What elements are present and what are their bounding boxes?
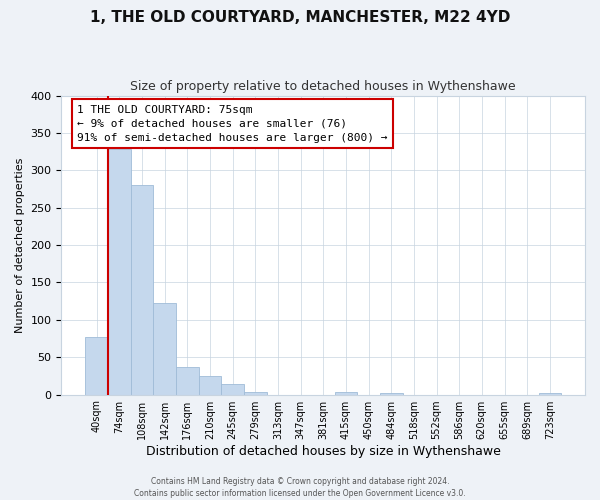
Bar bbox=[199, 376, 221, 394]
Bar bbox=[380, 393, 403, 394]
Text: 1, THE OLD COURTYARD, MANCHESTER, M22 4YD: 1, THE OLD COURTYARD, MANCHESTER, M22 4Y… bbox=[90, 10, 510, 25]
Bar bbox=[244, 392, 266, 394]
Bar bbox=[221, 384, 244, 394]
Y-axis label: Number of detached properties: Number of detached properties bbox=[15, 158, 25, 333]
Text: 1 THE OLD COURTYARD: 75sqm
← 9% of detached houses are smaller (76)
91% of semi-: 1 THE OLD COURTYARD: 75sqm ← 9% of detac… bbox=[77, 104, 388, 142]
Bar bbox=[335, 392, 357, 394]
Bar bbox=[539, 393, 561, 394]
Bar bbox=[131, 184, 153, 394]
X-axis label: Distribution of detached houses by size in Wythenshawe: Distribution of detached houses by size … bbox=[146, 444, 500, 458]
Bar bbox=[153, 302, 176, 394]
Title: Size of property relative to detached houses in Wythenshawe: Size of property relative to detached ho… bbox=[130, 80, 516, 93]
Bar bbox=[85, 337, 108, 394]
Text: Contains HM Land Registry data © Crown copyright and database right 2024.
Contai: Contains HM Land Registry data © Crown c… bbox=[134, 476, 466, 498]
Bar bbox=[108, 150, 131, 394]
Bar bbox=[176, 367, 199, 394]
